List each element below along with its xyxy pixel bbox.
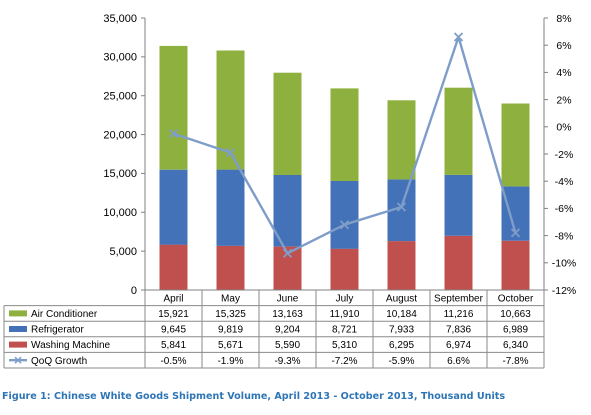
legend-label-washing-machine: Washing Machine (31, 340, 111, 351)
y2-tick-label: 8% (556, 13, 571, 25)
data-label-refrigerator: 9,645 (161, 325, 186, 336)
qoq-marker-july (339, 220, 350, 230)
x-tick-label: April (163, 294, 183, 305)
legend-label-refrigerator: Refrigerator (31, 325, 84, 336)
x-tick-label: October (498, 294, 534, 305)
shipment-chart: 0 5,000 10,000 15,000 20,000 25,000 30,000 35,0… (3, 13, 577, 369)
x-tick-label: August (386, 294, 417, 305)
y2-tick-label: -12% (552, 285, 577, 297)
y2-tick-label: -2% (555, 149, 574, 161)
data-label-air-conditioner: 10,663 (500, 309, 531, 320)
bar-air-conditioner-june (273, 72, 302, 175)
qoq-marker-october (510, 228, 521, 238)
data-label-qoq-growth: -0.5% (160, 356, 186, 367)
data-label-qoq-growth: -7.2% (331, 356, 357, 367)
data-label-air-conditioner: 11,216 (444, 309, 474, 320)
legend-key-marker-qoq-growth (14, 356, 22, 364)
y2-tick-label: 2% (556, 94, 571, 106)
qoq-marker-june (282, 248, 293, 258)
x-tick-label: June (277, 294, 299, 305)
data-label-air-conditioner: 15,921 (158, 309, 189, 320)
data-label-washing-machine: 5,671 (218, 340, 243, 351)
data-label-qoq-growth: 6.6% (447, 356, 470, 367)
legend-label-qoq-growth: QoQ Growth (31, 356, 87, 367)
data-label-refrigerator: 9,819 (218, 325, 243, 336)
bar-refrigerator-july (330, 181, 359, 249)
x-tick-label: September (434, 294, 484, 305)
bar-air-conditioner-july (330, 88, 359, 181)
data-label-refrigerator: 7,836 (446, 325, 471, 336)
data-label-washing-machine: 6,340 (503, 340, 528, 351)
data-label-washing-machine: 5,310 (332, 340, 357, 351)
data-label-refrigerator: 9,204 (275, 325, 300, 336)
qoq-marker-august (396, 202, 407, 212)
y-tick-label: 0 (131, 285, 137, 297)
figure-caption: Figure 1: Chinese White Goods Shipment V… (2, 391, 506, 402)
bar-washing-machine-july (330, 248, 359, 290)
y-tick-label: 25,000 (103, 91, 137, 103)
data-label-washing-machine: 5,590 (275, 340, 300, 351)
bar-air-conditioner-april (159, 45, 188, 170)
x-tick-label: July (336, 294, 354, 305)
bar-washing-machine-august (387, 241, 416, 290)
bar-air-conditioner-october (501, 103, 530, 187)
legend-key-washing-machine (9, 341, 27, 348)
y-tick-label: 15,000 (103, 168, 137, 180)
data-label-washing-machine: 6,295 (389, 340, 414, 351)
data-label-qoq-growth: -9.3% (274, 356, 300, 367)
data-label-qoq-growth: -1.9% (217, 356, 243, 367)
data-label-refrigerator: 6,989 (503, 325, 528, 336)
y-tick-label: 30,000 (103, 52, 137, 64)
y2-tick-label: -10% (552, 258, 577, 270)
bar-air-conditioner-september (444, 87, 473, 175)
data-label-air-conditioner: 10,184 (386, 309, 417, 320)
y2-tick-label: -6% (555, 203, 574, 215)
qoq-marker-april (168, 128, 179, 139)
data-label-qoq-growth: -7.8% (502, 356, 528, 367)
bar-refrigerator-september (444, 174, 473, 236)
legend-key-refrigerator (9, 326, 27, 332)
qoq-marker-may (225, 148, 236, 158)
data-label-refrigerator: 8,721 (332, 325, 357, 336)
data-label-air-conditioner: 15,325 (215, 309, 246, 320)
bar-refrigerator-april (159, 169, 188, 245)
bar-air-conditioner-august (387, 100, 416, 180)
qoq-marker-september (453, 32, 464, 42)
bar-washing-machine-may (216, 245, 245, 290)
y-tick-label: 10,000 (103, 207, 137, 219)
y2-tick-label: -4% (555, 176, 574, 188)
data-label-washing-machine: 6,974 (446, 340, 471, 351)
y2-tick-label: 6% (556, 40, 571, 52)
data-label-air-conditioner: 13,163 (272, 309, 303, 320)
data-label-refrigerator: 7,933 (389, 325, 414, 336)
y2-tick-label: 4% (556, 67, 571, 79)
y-tick-label: 5,000 (109, 246, 137, 258)
data-label-qoq-growth: -5.9% (388, 356, 414, 367)
data-label-washing-machine: 5,841 (161, 340, 186, 351)
y-tick-label: 35,000 (103, 13, 137, 25)
bar-refrigerator-may (216, 169, 245, 246)
y2-tick-label: -8% (555, 230, 574, 242)
y2-tick-label: 0% (556, 122, 571, 134)
data-label-air-conditioner: 11,910 (330, 309, 360, 320)
bar-washing-machine-september (444, 235, 473, 290)
y-tick-label: 20,000 (103, 129, 137, 141)
legend-label-air-conditioner: Air Conditioner (31, 309, 98, 320)
legend-key-air-conditioner (9, 310, 27, 317)
x-tick-label: May (221, 294, 240, 305)
bar-washing-machine-april (159, 244, 188, 290)
bar-washing-machine-october (501, 240, 530, 290)
